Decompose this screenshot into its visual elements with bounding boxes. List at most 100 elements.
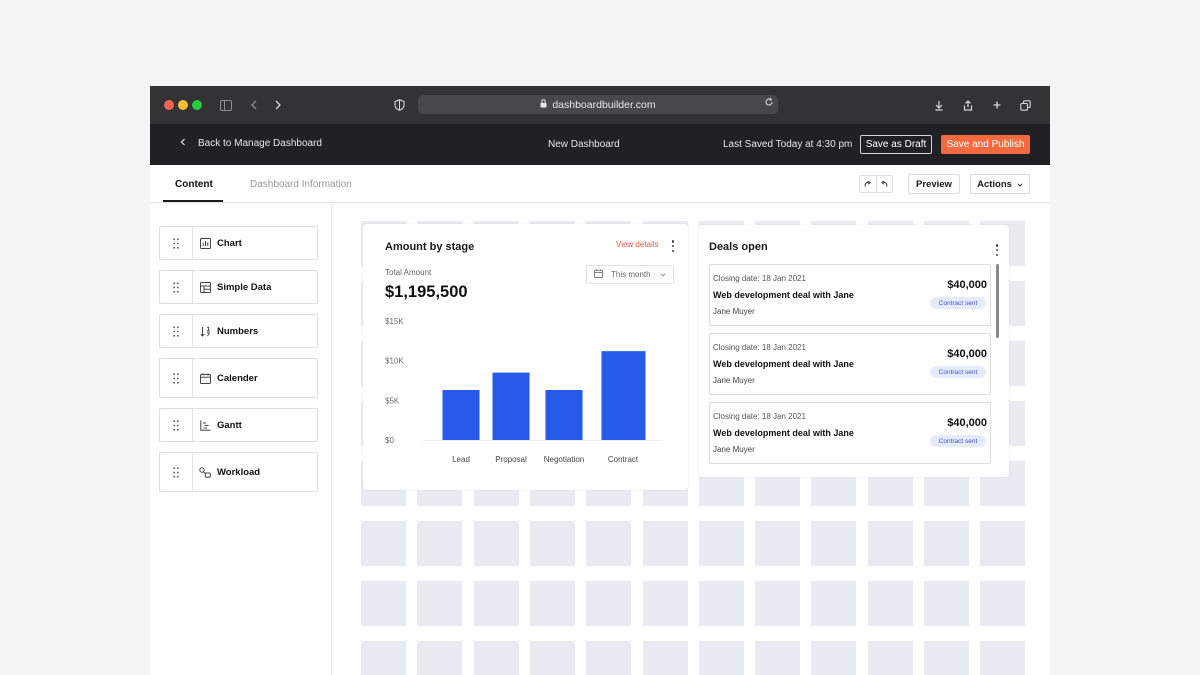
closing-date: Closing date: 18 Jan 2021	[713, 343, 806, 352]
back-to-manage-dashboard-link[interactable]: Back to Manage Dashboard	[180, 138, 322, 149]
period-select[interactable]: This month	[586, 265, 674, 284]
more-options-icon[interactable]	[670, 240, 676, 252]
bar-proposal[interactable]	[492, 372, 530, 440]
preview-button[interactable]: Preview	[908, 174, 960, 194]
browser-forward-icon[interactable]	[270, 97, 286, 113]
widget-item-chart[interactable]: Chart	[159, 226, 318, 260]
bar-lead[interactable]	[442, 390, 480, 440]
more-options-icon[interactable]	[994, 244, 1000, 256]
x-tick-label: Lead	[452, 455, 470, 464]
address-bar[interactable]: dashboardbuilder.com	[418, 95, 778, 114]
tab-content[interactable]: Content	[175, 179, 213, 190]
grid-placeholder-cell	[698, 581, 744, 626]
grid-placeholder-cell	[417, 521, 463, 566]
deals-open-card: Deals open Closing date: 18 Jan 2021 Web…	[699, 225, 1009, 477]
widget-label: Chart	[217, 237, 242, 249]
download-icon[interactable]	[931, 97, 947, 113]
deal-item[interactable]: Closing date: 18 Jan 2021 Web developmen…	[709, 333, 991, 395]
grid-placeholder-cell	[867, 521, 913, 566]
actions-dropdown[interactable]: Actions	[970, 174, 1030, 194]
gantt-icon	[199, 419, 211, 431]
table-icon	[199, 281, 211, 293]
widget-label: Simple Data	[217, 281, 272, 293]
widget-sidebar: Chart Simple Data Numbers	[150, 203, 332, 675]
status-badge: Contract sent	[930, 435, 986, 447]
y-tick-label: $5K	[385, 396, 400, 405]
maximize-window-button[interactable]	[192, 100, 202, 110]
dashboard-canvas[interactable]: Amount by stage View details Total Amoun…	[333, 203, 1050, 675]
minimize-window-button[interactable]	[178, 100, 188, 110]
app-header: Back to Manage Dashboard New Dashboard L…	[150, 124, 1050, 165]
sidebar-toggle-icon[interactable]	[218, 97, 234, 113]
grid-placeholder-cell	[361, 521, 406, 566]
share-icon[interactable]	[960, 97, 976, 113]
card-title: Deals open	[709, 241, 768, 253]
widget-label: Numbers	[217, 325, 259, 337]
new-tab-icon[interactable]	[989, 97, 1005, 113]
deal-item[interactable]: Closing date: 18 Jan 2021 Web developmen…	[709, 264, 991, 326]
shield-icon[interactable]	[391, 97, 407, 113]
scrollbar[interactable]	[996, 264, 999, 338]
grid-placeholder-cell	[417, 581, 463, 626]
grid-placeholder-cell	[755, 641, 801, 675]
active-tab-indicator	[163, 200, 223, 202]
history-controls	[859, 175, 893, 193]
grid-placeholder-cell	[924, 521, 969, 566]
grid-placeholder-cell	[924, 581, 969, 626]
bar-contract[interactable]	[601, 351, 646, 440]
grid-placeholder-cell	[755, 581, 801, 626]
grid-placeholder-cell	[980, 641, 1026, 675]
grid-placeholder-cell	[586, 581, 632, 626]
deal-owner: Jane Muyer	[713, 445, 755, 454]
grid-placeholder-cell	[586, 641, 632, 675]
browser-back-icon[interactable]	[246, 97, 262, 113]
widget-label: Gantt	[217, 419, 242, 431]
save-as-draft-button[interactable]: Save as Draft	[860, 135, 932, 154]
x-tick-label: Negotiation	[544, 455, 584, 464]
widget-item-simple-data[interactable]: Simple Data	[159, 270, 318, 304]
deal-amount: $40,000	[947, 348, 987, 360]
widget-label: Calender	[217, 372, 258, 384]
x-tick-label: Proposal	[495, 455, 527, 464]
grid-placeholder-cell	[361, 581, 406, 626]
drag-handle-icon[interactable]	[160, 315, 193, 347]
reload-icon[interactable]	[764, 97, 774, 110]
grid-placeholder-cell	[473, 581, 519, 626]
grid-placeholder-cell	[529, 641, 575, 675]
calendar-icon	[199, 372, 211, 384]
deal-amount: $40,000	[947, 279, 987, 291]
closing-date: Closing date: 18 Jan 2021	[713, 412, 806, 421]
deal-owner: Jane Muyer	[713, 307, 755, 316]
deal-item[interactable]: Closing date: 18 Jan 2021 Web developmen…	[709, 402, 991, 464]
deal-name: Web development deal with Jane	[713, 428, 854, 438]
widget-item-gantt[interactable]: Gantt	[159, 408, 318, 442]
tab-dashboard-information[interactable]: Dashboard Information	[250, 179, 352, 190]
grid-placeholder-cell	[473, 521, 519, 566]
drag-handle-icon[interactable]	[160, 271, 193, 303]
total-amount-value: $1,195,500	[385, 283, 468, 301]
drag-handle-icon[interactable]	[160, 359, 193, 397]
widget-item-numbers[interactable]: Numbers	[159, 314, 318, 348]
tabs-overview-icon[interactable]	[1017, 97, 1033, 113]
bar-negotiation[interactable]	[545, 390, 583, 440]
status-badge: Contract sent	[930, 297, 986, 309]
grid-placeholder-cell	[811, 581, 857, 626]
drag-handle-icon[interactable]	[160, 409, 193, 441]
undo-button[interactable]	[875, 176, 893, 192]
grid-placeholder-cell	[811, 641, 857, 675]
grid-placeholder-cell	[642, 521, 688, 566]
grid-placeholder-cell	[867, 641, 913, 675]
drag-handle-icon[interactable]	[160, 453, 193, 491]
close-window-button[interactable]	[164, 100, 174, 110]
grid-placeholder-cell	[924, 641, 969, 675]
grid-placeholder-cell	[361, 641, 406, 675]
widget-item-calender[interactable]: Calender	[159, 358, 318, 398]
actions-label: Actions	[977, 178, 1012, 190]
drag-handle-icon[interactable]	[160, 227, 193, 259]
save-and-publish-button[interactable]: Save and Publish	[941, 135, 1030, 154]
redo-button[interactable]	[860, 176, 876, 192]
widget-item-workload[interactable]: Workload	[159, 452, 318, 492]
deal-amount: $40,000	[947, 417, 987, 429]
view-details-link[interactable]: View details	[616, 240, 659, 249]
grid-placeholder-cell	[755, 521, 801, 566]
